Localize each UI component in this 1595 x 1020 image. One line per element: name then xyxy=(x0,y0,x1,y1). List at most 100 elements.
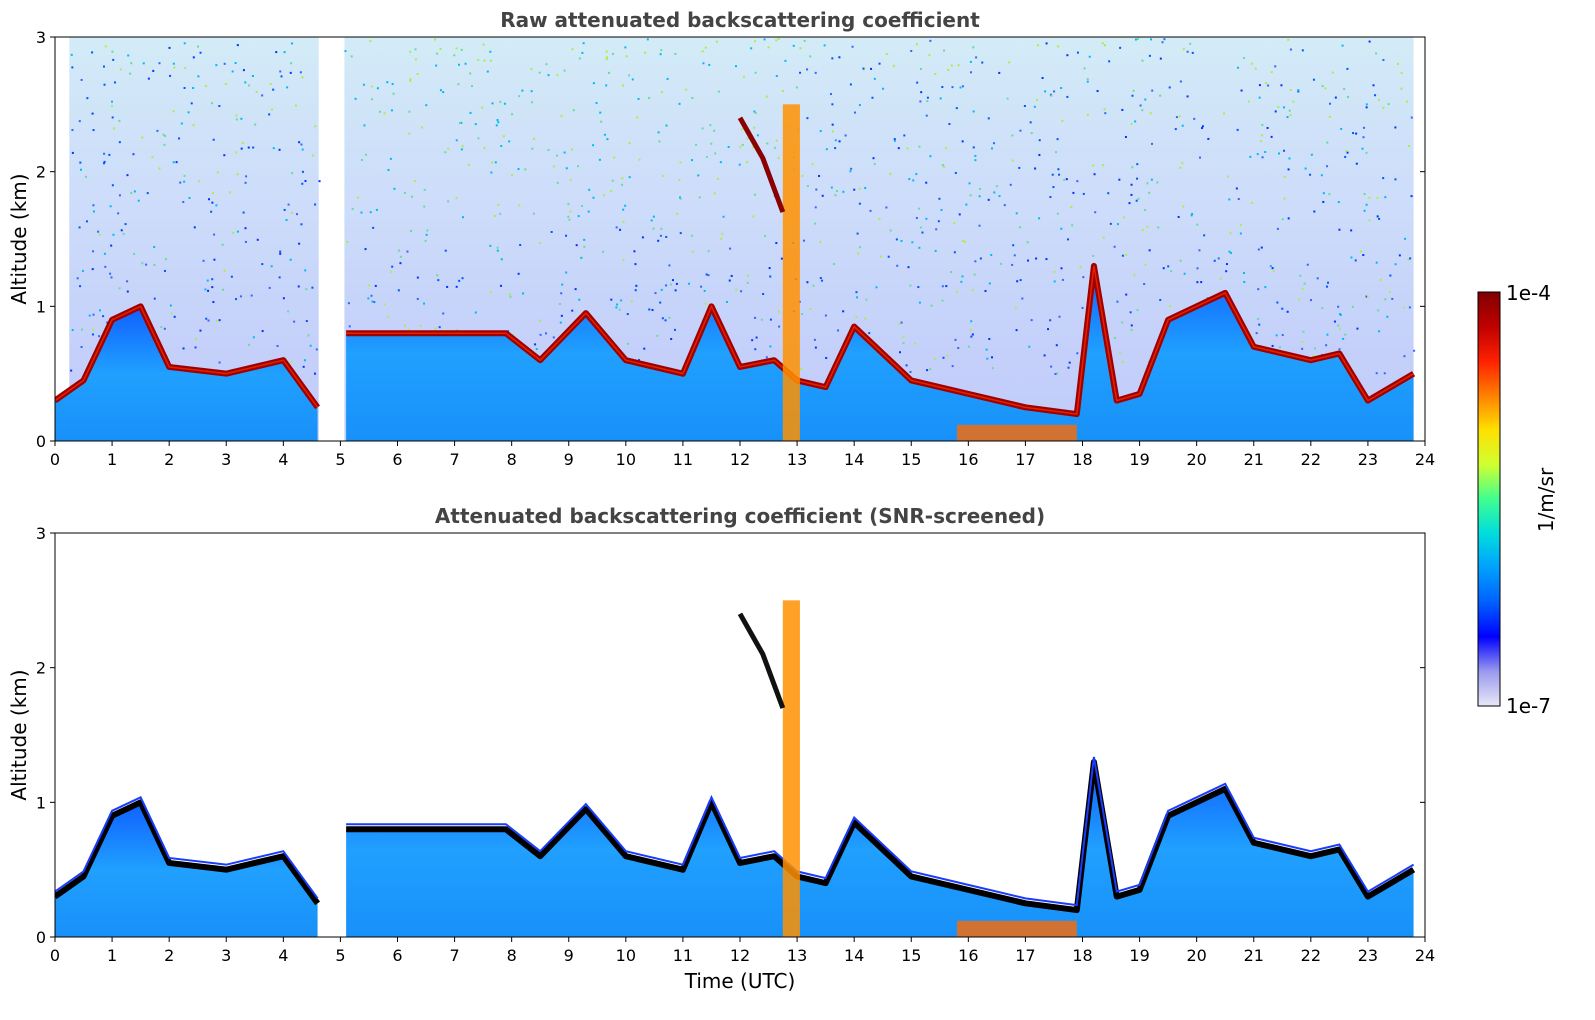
noise-speck xyxy=(1374,94,1377,97)
noise-speck xyxy=(1258,84,1261,87)
noise-speck xyxy=(972,146,975,149)
noise-speck xyxy=(550,230,553,233)
noise-speck xyxy=(304,179,307,182)
noise-speck xyxy=(825,357,828,360)
noise-speck xyxy=(1150,178,1153,181)
noise-speck xyxy=(998,71,1001,74)
noise-speck xyxy=(942,356,945,359)
noise-speck xyxy=(1365,295,1368,298)
noise-speck xyxy=(240,147,243,150)
noise-speck xyxy=(1121,360,1124,363)
noise-speck xyxy=(183,86,186,89)
noise-speck xyxy=(499,212,502,215)
noise-speck xyxy=(943,165,946,168)
noise-speck xyxy=(889,172,892,175)
noise-speck xyxy=(984,289,987,292)
noise-speck xyxy=(455,47,458,50)
noise-speck xyxy=(1280,84,1283,87)
noise-speck xyxy=(657,239,660,242)
noise-speck xyxy=(199,51,202,54)
noise-speck xyxy=(519,243,522,246)
noise-speck xyxy=(1365,203,1368,206)
noise-speck xyxy=(849,170,852,173)
noise-speck xyxy=(545,332,548,335)
noise-speck xyxy=(1228,250,1231,253)
noise-speck xyxy=(1124,135,1127,138)
noise-speck xyxy=(679,161,682,164)
noise-speck xyxy=(1038,139,1041,142)
noise-speck xyxy=(571,309,574,312)
noise-speck xyxy=(752,215,755,218)
noise-speck xyxy=(460,148,463,151)
noise-speck xyxy=(79,285,82,288)
noise-speck xyxy=(939,97,942,100)
noise-speck xyxy=(979,188,982,191)
noise-speck xyxy=(172,110,175,113)
x-tick-label: 1 xyxy=(107,946,117,965)
noise-speck xyxy=(137,199,140,202)
noise-speck xyxy=(98,309,101,312)
noise-speck xyxy=(438,326,441,329)
noise-speck xyxy=(1264,82,1267,85)
noise-speck xyxy=(1337,324,1340,327)
x-tick-label: 7 xyxy=(449,946,459,965)
noise-speck xyxy=(470,85,473,88)
noise-speck xyxy=(1144,98,1147,101)
noise-speck xyxy=(1219,277,1222,280)
plume-feature xyxy=(782,104,800,441)
noise-speck xyxy=(81,328,84,331)
noise-speck xyxy=(522,292,525,295)
noise-speck xyxy=(902,335,905,338)
noise-speck xyxy=(926,96,929,99)
noise-speck xyxy=(1014,306,1017,309)
noise-speck xyxy=(615,226,618,229)
noise-speck xyxy=(92,204,95,207)
noise-speck xyxy=(616,303,619,306)
noise-speck xyxy=(212,301,215,304)
noise-speck xyxy=(282,297,285,300)
noise-speck xyxy=(235,151,238,154)
noise-speck xyxy=(287,310,290,313)
noise-speck xyxy=(971,289,974,292)
noise-speck xyxy=(442,91,445,94)
noise-speck xyxy=(241,142,244,145)
noise-speck xyxy=(442,312,445,315)
noise-speck xyxy=(397,249,400,252)
noise-speck xyxy=(461,216,464,219)
noise-speck xyxy=(1337,201,1340,204)
noise-speck xyxy=(416,297,419,300)
noise-speck xyxy=(621,84,624,87)
noise-speck xyxy=(1139,104,1142,107)
noise-speck xyxy=(722,215,725,218)
noise-speck xyxy=(1261,156,1264,159)
noise-speck xyxy=(509,295,512,298)
noise-speck xyxy=(1326,333,1329,336)
noise-speck xyxy=(1282,106,1285,109)
noise-speck xyxy=(1287,38,1290,41)
x-tick-label: 15 xyxy=(901,450,921,469)
noise-speck xyxy=(117,212,120,215)
noise-speck xyxy=(937,220,940,223)
noise-speck xyxy=(91,51,94,54)
noise-speck xyxy=(578,57,581,60)
noise-speck xyxy=(1181,124,1184,127)
noise-speck xyxy=(261,94,264,97)
noise-speck xyxy=(179,181,182,184)
noise-speck xyxy=(1338,327,1341,330)
noise-speck xyxy=(1301,49,1304,52)
noise-speck xyxy=(838,56,841,59)
noise-speck xyxy=(120,229,123,232)
noise-speck xyxy=(160,326,163,329)
noise-speck xyxy=(869,209,872,212)
noise-speck xyxy=(218,361,221,364)
noise-speck xyxy=(1331,71,1334,74)
noise-speck xyxy=(670,337,673,340)
noise-speck xyxy=(1322,200,1325,203)
noise-speck xyxy=(1036,98,1039,101)
noise-speck xyxy=(446,285,449,288)
noise-speck xyxy=(778,310,781,313)
noise-speck xyxy=(444,249,447,252)
noise-speck xyxy=(974,154,977,157)
noise-speck xyxy=(458,63,461,66)
